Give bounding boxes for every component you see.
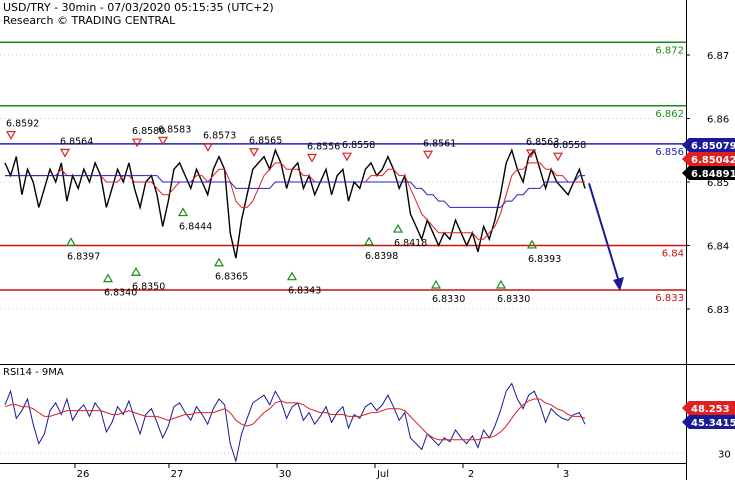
high-label: 6.8558 [342, 140, 375, 151]
low-marker [65, 237, 77, 247]
rsi-line-RSI14 [4, 382, 586, 464]
low-label: 6.8330 [497, 294, 530, 305]
price-axis-ticks: 6.83 6.84 6.85 6.86 6.87 [686, 51, 729, 316]
low-label: 6.8397 [67, 251, 100, 262]
rsi-tag-bg [682, 401, 735, 415]
high-label: 6.8592 [6, 119, 39, 130]
high-marker [5, 130, 17, 140]
low-marker [430, 279, 442, 289]
rsi-tags: 48.253 45.3415 [682, 401, 735, 429]
series-line-price [4, 148, 586, 259]
low-label: 6.8365 [215, 272, 248, 283]
forecast-arrow-head [613, 276, 624, 291]
price-tick-label: 6.84 [707, 242, 729, 253]
high-marker [202, 143, 214, 152]
low-marker [392, 223, 404, 233]
rsi-tick-label: 30 [718, 449, 731, 460]
price-tick-label: 6.87 [707, 51, 729, 62]
rsi-title: RSI14 - 9MA [3, 367, 64, 378]
high-marker [248, 148, 260, 157]
time-tick-label: Jul [376, 469, 389, 480]
series-line-ma-blue [5, 175, 585, 208]
low-label: 6.8398 [365, 251, 398, 262]
series-line-ma-red [5, 162, 585, 240]
high-label: 6.8556 [307, 141, 340, 152]
low-marker [177, 207, 189, 217]
level-lines: 6.872 6.862 6.856 6.84 6.833 [0, 41, 686, 304]
price-tag-bg [682, 166, 735, 180]
high-label: 6.8583 [158, 124, 191, 135]
chart-title: USD/TRY - 30min - 07/03/2020 05:15:35 (U… [3, 1, 274, 14]
high-marker [59, 148, 71, 158]
forecast-arrow [588, 183, 624, 291]
high-marker [341, 152, 353, 162]
price-tag-bg [682, 138, 735, 152]
high-marker [422, 150, 434, 160]
high-label: 6.8580 [132, 126, 165, 137]
rsi-line-9MA [4, 398, 586, 441]
level-label: 6.84 [662, 249, 684, 260]
rsi-tag-label: 45.3415 [691, 418, 735, 429]
low-label: 6.8393 [528, 254, 561, 265]
rsi-panel: 30 48.253 45.3415 [0, 382, 735, 464]
chart-source: Research © TRADING CENTRAL [3, 14, 176, 27]
time-tick-label: 30 [279, 469, 292, 480]
high-label: 6.8561 [423, 138, 456, 149]
time-tick-label: 26 [77, 469, 90, 480]
price-tag-label: 6.85079 [691, 141, 735, 152]
high-label: 6.8563 [526, 137, 559, 148]
high-label: 6.8565 [249, 136, 282, 147]
time-tick-label: 2 [468, 469, 474, 480]
low-label: 6.8343 [288, 286, 321, 297]
time-tick-label: 27 [171, 469, 184, 480]
low-label: 6.8350 [132, 281, 165, 292]
high-marker [306, 153, 318, 163]
rsi-axis-ticks: 30 [0, 449, 731, 460]
high-marker [525, 149, 537, 159]
price-tag-label: 6.84891 [691, 169, 735, 180]
forecast-arrow-shaft [588, 183, 620, 283]
high-label: 6.8558 [553, 140, 586, 151]
price-tag-label: 6.85042 [691, 155, 735, 166]
low-marker [526, 239, 538, 249]
low-label: 6.8444 [179, 222, 212, 233]
price-tick-label: 6.86 [707, 114, 729, 125]
rsi-tag-label: 48.253 [691, 404, 730, 415]
high-marker [157, 136, 169, 146]
low-marker [213, 257, 225, 267]
low-marker [495, 279, 507, 289]
time-tick-label: 3 [563, 469, 569, 480]
low-marker [363, 236, 375, 246]
price-tick-label: 6.83 [707, 305, 729, 316]
price-tick-label: 6.85 [707, 178, 729, 189]
high-label: 6.8564 [60, 136, 93, 147]
level-label: 6.833 [655, 293, 684, 304]
low-marker [286, 271, 298, 281]
price-tag-bg [682, 152, 735, 166]
level-label: 6.856 [655, 147, 684, 158]
low-marker [102, 273, 114, 283]
level-label: 6.872 [655, 45, 684, 56]
low-label: 6.8340 [104, 288, 137, 299]
price-tags: 6.85079 6.85042 6.84891 [682, 138, 735, 180]
rsi-series [4, 382, 586, 464]
rsi-tag-bg [682, 415, 735, 429]
high-label: 6.8573 [203, 131, 236, 142]
price-series [4, 148, 586, 259]
level-label: 6.862 [655, 109, 684, 120]
low-label: 6.8330 [432, 294, 465, 305]
low-marker [130, 267, 142, 276]
high-marker [552, 152, 564, 162]
time-axis-ticks: 26 27 30 Jul 2 3 [74, 463, 569, 480]
high-marker [131, 138, 143, 148]
low-label: 6.8418 [394, 238, 427, 249]
